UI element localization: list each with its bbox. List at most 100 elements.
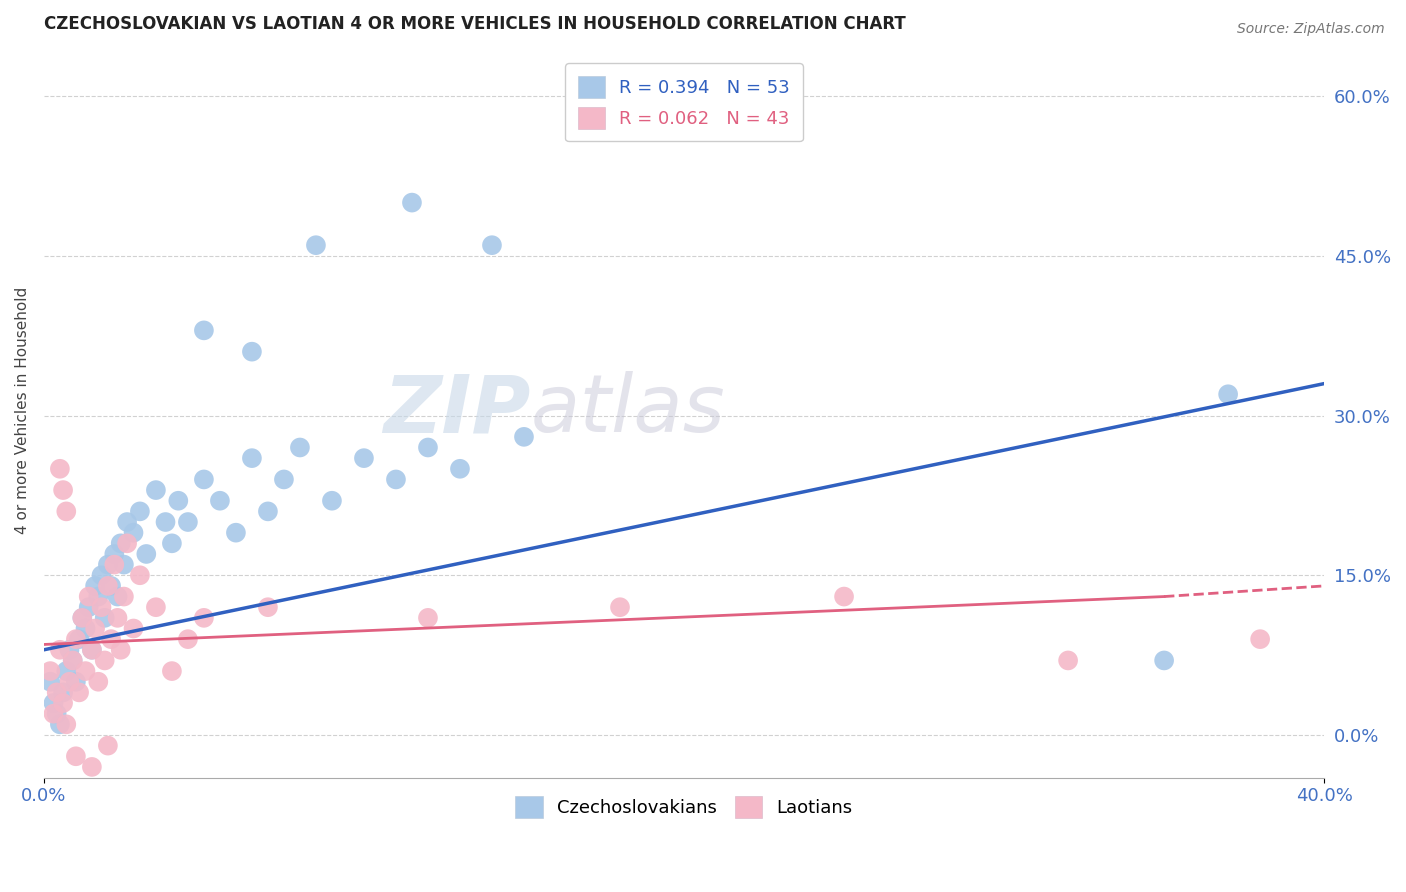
Point — [75, 664, 97, 678]
Point — [145, 600, 167, 615]
Text: CZECHOSLOVAKIAN VS LAOTIAN 4 OR MORE VEHICLES IN HOUSEHOLD CORRELATION CHART: CZECHOSLOVAKIAN VS LAOTIAN 4 OR MORE VEH… — [44, 15, 905, 33]
Point — [208, 493, 231, 508]
Point — [103, 558, 125, 572]
Point — [449, 462, 471, 476]
Point — [90, 600, 112, 615]
Point — [481, 238, 503, 252]
Point — [1153, 653, 1175, 667]
Point — [193, 472, 215, 486]
Point — [100, 632, 122, 647]
Point — [55, 717, 77, 731]
Point — [39, 674, 62, 689]
Point — [49, 462, 72, 476]
Point — [45, 706, 67, 721]
Point — [39, 664, 62, 678]
Point — [87, 590, 110, 604]
Point — [416, 441, 439, 455]
Point — [52, 696, 75, 710]
Point — [58, 674, 80, 689]
Point — [97, 579, 120, 593]
Point — [93, 653, 115, 667]
Point — [67, 685, 90, 699]
Point — [240, 451, 263, 466]
Point — [513, 430, 536, 444]
Point — [177, 632, 200, 647]
Point — [52, 685, 75, 699]
Point — [65, 749, 87, 764]
Point — [129, 568, 152, 582]
Point — [107, 590, 129, 604]
Point — [72, 611, 94, 625]
Point — [49, 717, 72, 731]
Point — [122, 622, 145, 636]
Point — [155, 515, 177, 529]
Point — [107, 611, 129, 625]
Point — [84, 579, 107, 593]
Point — [45, 685, 67, 699]
Point — [321, 493, 343, 508]
Legend: Czechoslovakians, Laotians: Czechoslovakians, Laotians — [506, 788, 862, 827]
Text: ZIP: ZIP — [382, 371, 530, 450]
Point — [93, 611, 115, 625]
Point — [52, 483, 75, 497]
Point — [135, 547, 157, 561]
Point — [1249, 632, 1271, 647]
Point — [110, 536, 132, 550]
Point — [110, 642, 132, 657]
Point — [80, 760, 103, 774]
Point — [112, 590, 135, 604]
Point — [288, 441, 311, 455]
Y-axis label: 4 or more Vehicles in Household: 4 or more Vehicles in Household — [15, 286, 30, 533]
Point — [353, 451, 375, 466]
Point — [257, 600, 280, 615]
Point — [67, 632, 90, 647]
Point — [257, 504, 280, 518]
Point — [72, 611, 94, 625]
Point — [80, 642, 103, 657]
Text: Source: ZipAtlas.com: Source: ZipAtlas.com — [1237, 22, 1385, 37]
Point — [97, 739, 120, 753]
Point — [832, 590, 855, 604]
Point — [112, 558, 135, 572]
Point — [305, 238, 328, 252]
Point — [49, 642, 72, 657]
Point — [65, 674, 87, 689]
Point — [122, 525, 145, 540]
Point — [1057, 653, 1080, 667]
Point — [77, 600, 100, 615]
Point — [115, 515, 138, 529]
Point — [167, 493, 190, 508]
Point — [160, 536, 183, 550]
Point — [129, 504, 152, 518]
Point — [385, 472, 408, 486]
Point — [401, 195, 423, 210]
Point — [84, 622, 107, 636]
Point — [42, 706, 65, 721]
Point — [90, 568, 112, 582]
Point — [225, 525, 247, 540]
Point — [103, 547, 125, 561]
Point — [609, 600, 631, 615]
Point — [55, 664, 77, 678]
Point — [42, 696, 65, 710]
Point — [193, 323, 215, 337]
Point — [193, 611, 215, 625]
Text: atlas: atlas — [530, 371, 725, 450]
Point — [1216, 387, 1239, 401]
Point — [62, 653, 84, 667]
Point — [97, 558, 120, 572]
Point — [58, 642, 80, 657]
Point — [100, 579, 122, 593]
Point — [65, 632, 87, 647]
Point — [273, 472, 295, 486]
Point — [80, 642, 103, 657]
Point — [177, 515, 200, 529]
Point — [87, 674, 110, 689]
Point — [145, 483, 167, 497]
Point — [416, 611, 439, 625]
Point — [55, 504, 77, 518]
Point — [160, 664, 183, 678]
Point — [75, 622, 97, 636]
Point — [77, 590, 100, 604]
Point — [115, 536, 138, 550]
